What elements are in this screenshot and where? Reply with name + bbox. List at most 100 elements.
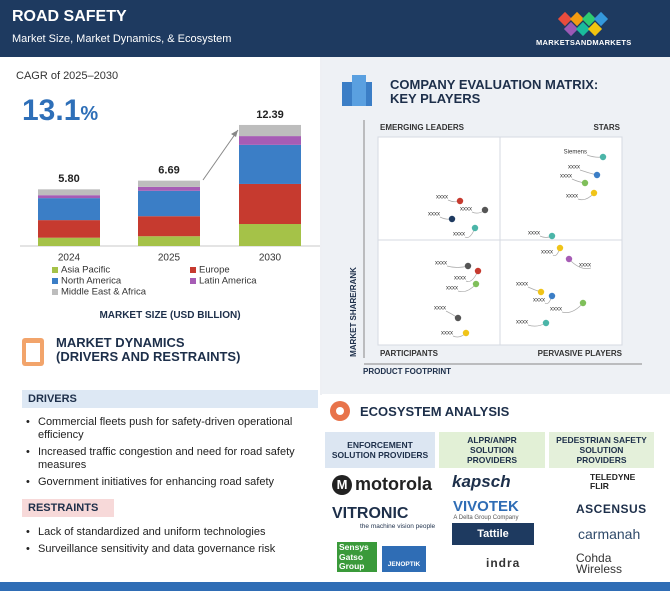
company-logo: VIVOTEK A Delta Group Company (453, 498, 519, 521)
bar-segment (38, 220, 100, 238)
player-label: xxxx (434, 306, 446, 312)
player-dot (474, 267, 482, 275)
player-label: xxxx (516, 282, 528, 288)
player-dot (481, 206, 489, 214)
cagr-label: CAGR of 2025–2030 (16, 70, 119, 82)
player-label: xxxx (446, 286, 458, 292)
driver-item: Commercial fleets push for safety-driven… (24, 416, 304, 442)
bar-segment (239, 224, 301, 246)
brand-icon (569, 11, 585, 27)
brand-icon (587, 21, 603, 37)
company-tagline: A Delta Group Company (453, 515, 519, 521)
player-dot (593, 171, 601, 179)
company-logo: VITRONIC the machine vision people (332, 505, 435, 530)
total-label: 5.80 (58, 173, 79, 185)
player-label: xxxx (436, 195, 448, 201)
player-label: xxxx (528, 231, 540, 237)
player-label: xxxx (550, 307, 562, 313)
bar-segment (138, 180, 200, 187)
restraints-list: Lack of standardized and uniform technol… (24, 526, 314, 560)
player-dot (537, 288, 545, 296)
y-axis-label: MARKET SHARE/RANK (349, 267, 358, 357)
player-label: xxxx (579, 263, 591, 269)
bar-segment (138, 216, 200, 237)
bar-segment (38, 195, 100, 199)
player-dot (471, 224, 479, 232)
drivers-list: Commercial fleets push for safety-driven… (24, 416, 304, 493)
player-label: xxxx (454, 276, 466, 282)
player-dot (454, 314, 462, 322)
player-label: xxxx (453, 232, 465, 238)
player-label: xxxx (516, 320, 528, 326)
company-name: Tattile (452, 523, 534, 545)
bar-segment (38, 198, 100, 221)
bar-segment (239, 183, 301, 225)
player-dot (464, 262, 472, 270)
legend-swatch (52, 267, 58, 273)
player-dot (462, 329, 470, 337)
player-dot (472, 280, 480, 288)
quadrant-label: PERVASIVE PLAYERS (538, 349, 623, 358)
bar-segment (239, 136, 301, 145)
quadrant-label: EMERGING LEADERS (380, 123, 465, 132)
bar-segment (138, 186, 200, 191)
brand-icon (557, 11, 573, 27)
restraint-item: Surveillance sensitivity and data govern… (24, 543, 314, 556)
bar-segment (138, 190, 200, 217)
brand-icon (575, 21, 591, 37)
player-label: xxxx (533, 298, 545, 304)
company-name: VIVOTEK (453, 498, 519, 515)
legend-swatch (52, 289, 58, 295)
company-name: VITRONIC (332, 505, 409, 522)
total-label: 12.39 (256, 109, 284, 121)
dynamics-title-line: (DRIVERS AND RESTRAINTS) (56, 349, 241, 364)
matrix-title: COMPANY EVALUATION MATRIX: KEY PLAYERS (390, 78, 598, 106)
legend-label: North America (61, 276, 122, 287)
column-heading: ENFORCEMENT SOLUTION PROVIDERS (325, 432, 435, 468)
player-dot (542, 319, 550, 327)
x-tick-label: 2025 (158, 253, 181, 264)
player-label: xxxx (460, 207, 472, 213)
ecosystem-icon-inner (336, 407, 344, 415)
company-tagline: the machine vision people (360, 523, 436, 530)
x-tick-label: 2024 (58, 253, 81, 264)
bar-segment (38, 237, 100, 246)
company-name: indra (486, 556, 521, 570)
driver-item: Government initiatives for enhancing roa… (24, 476, 304, 489)
brand-icon (581, 11, 597, 27)
column-heading: ALPR/ANPR SOLUTION PROVIDERS (439, 432, 545, 468)
growth-arrow-head (231, 130, 238, 137)
cagr-unit: % (80, 103, 99, 125)
brand-name: MARKETSANDMARKETS (536, 38, 632, 47)
player-label: xxxx (541, 250, 553, 256)
bar-segment (38, 189, 100, 196)
column-heading: PEDESTRIAN SAFETY SOLUTION PROVIDERS (549, 432, 654, 468)
restraint-item: Lack of standardized and uniform technol… (24, 526, 314, 539)
page-title: ROAD SAFETY (12, 8, 127, 25)
bar-segment (239, 124, 301, 137)
player-label: xxxx (560, 174, 572, 180)
legend-label: Middle East & Africa (61, 287, 147, 298)
company-name: Sensys Gatso Group (337, 542, 377, 572)
restraints-heading: RESTRAINTS (22, 499, 114, 517)
player-label: Siemens (564, 150, 587, 156)
header-bar (0, 0, 670, 57)
player-label: xxxx (566, 194, 578, 200)
player-dot (590, 189, 598, 197)
company-name: ASCENSUS (576, 502, 647, 516)
legend-label: Asia Pacific (61, 265, 110, 276)
matrix-title-line: COMPANY EVALUATION MATRIX: (390, 77, 599, 92)
company-name: Cohda Wireless (576, 551, 623, 576)
x-tick-label: 2030 (259, 253, 282, 264)
company-name: kapsch (452, 472, 511, 491)
driver-item: Increased traffic congestion and need fo… (24, 446, 304, 472)
player-dot (565, 255, 573, 263)
legend-swatch (190, 267, 196, 273)
dynamics-icon-sheet (26, 343, 40, 362)
drivers-heading: DRIVERS (22, 390, 318, 408)
legend-label: Europe (199, 265, 230, 276)
player-label: xxxx (428, 212, 440, 218)
